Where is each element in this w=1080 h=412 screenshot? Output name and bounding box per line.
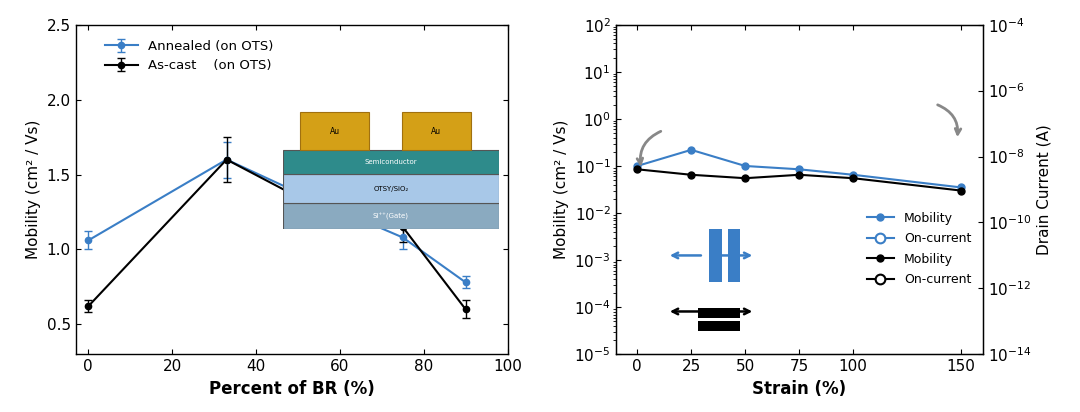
- Legend: Mobility, On-current, Mobility, On-current: Mobility, On-current, Mobility, On-curre…: [862, 206, 976, 291]
- Bar: [710, 229, 723, 282]
- Bar: [698, 321, 741, 331]
- X-axis label: Percent of BR (%): Percent of BR (%): [208, 380, 375, 398]
- Y-axis label: Mobility (cm² / Vs): Mobility (cm² / Vs): [554, 120, 568, 259]
- Y-axis label: Mobility (cm² / Vs): Mobility (cm² / Vs): [26, 120, 41, 259]
- Y-axis label: Drain Current (A): Drain Current (A): [1037, 124, 1052, 255]
- Bar: [698, 308, 741, 318]
- X-axis label: Strain (%): Strain (%): [752, 380, 847, 398]
- Legend: Annealed (on OTS), As-cast    (on OTS): Annealed (on OTS), As-cast (on OTS): [99, 35, 279, 78]
- Bar: [728, 229, 741, 282]
